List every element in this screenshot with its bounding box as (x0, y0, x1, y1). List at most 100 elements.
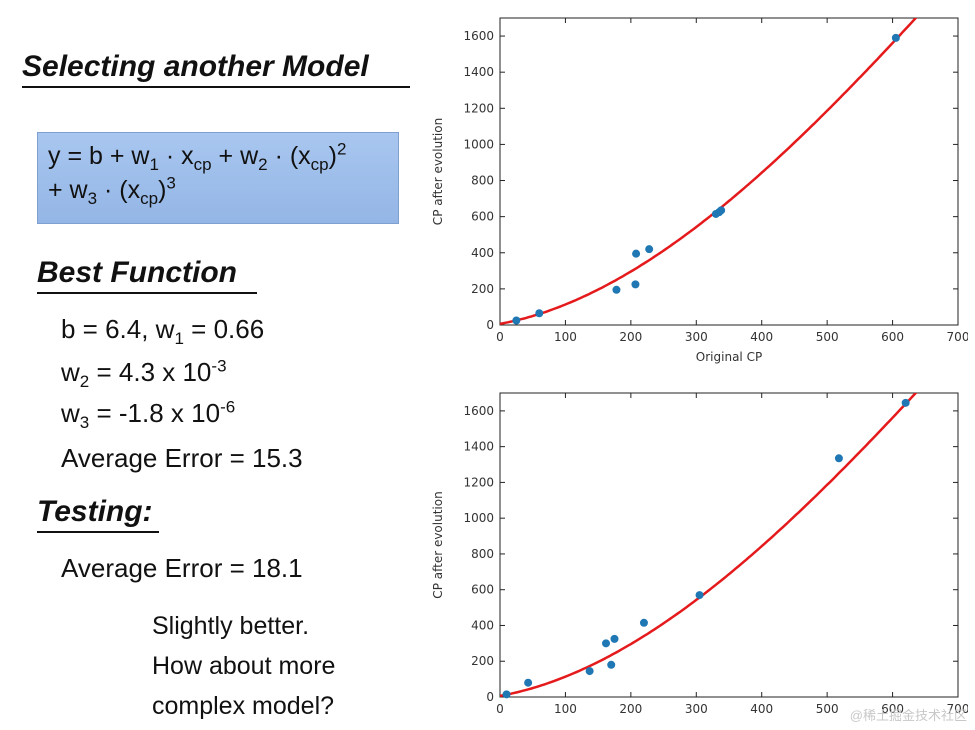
param-text: w (61, 357, 80, 387)
fit-curve (500, 18, 918, 325)
x-tick-label: 600 (881, 330, 904, 344)
param-sup: -3 (211, 356, 227, 376)
data-point (645, 245, 654, 254)
test-average-error: Average Error = 18.1 (61, 553, 303, 583)
train-chart: 0 100 200 300 400 500 600 700 0 200 400 600 800 1000 1… (431, 17, 968, 364)
param-sub: 2 (79, 372, 90, 392)
data-point (601, 639, 610, 648)
data-point (717, 206, 726, 215)
data-point (901, 398, 910, 407)
comment-line: How about more (152, 652, 336, 680)
data-point (891, 33, 900, 42)
formula-sub: 1 (149, 155, 159, 174)
x-tick-label: 300 (685, 330, 708, 344)
data-point (607, 660, 616, 669)
x-tick-label: 700 (947, 330, 968, 344)
y-axis-label: CP after evolution (431, 491, 445, 598)
y-tick-label: 400 (471, 246, 494, 260)
y-tick-label: 1400 (463, 440, 494, 454)
formula-part: · (x (97, 176, 141, 204)
x-tick-label: 100 (554, 702, 577, 716)
x-tick-label: 0 (496, 702, 504, 716)
formula-sub: cp (193, 155, 212, 174)
x-tick-label: 100 (554, 330, 577, 344)
formula-sub: cp (310, 155, 329, 174)
data-point (524, 678, 533, 687)
x-tick-label: 400 (750, 702, 773, 716)
y-tick-label: 1200 (463, 475, 494, 489)
param-text: = -1.8 x 10 (89, 398, 221, 428)
y-tick-label: 1400 (463, 65, 494, 79)
formula-part: · x (158, 142, 194, 170)
y-tick-label: 200 (471, 654, 494, 668)
param-sub: 1 (174, 329, 184, 349)
fit-curve (500, 393, 918, 697)
plot-frame (499, 392, 959, 698)
param-text: = 4.3 x 10 (89, 357, 212, 387)
slide-title: Selecting another Model (22, 50, 410, 88)
x-tick-label: 0 (496, 330, 504, 344)
data-point (512, 316, 521, 325)
formula-part: + w (211, 142, 259, 170)
formula-part: ) (158, 176, 167, 204)
data-point (585, 667, 594, 676)
formula-box: y = b + w1 · xcp + w2 · (xcp)2 + w3 · (x… (37, 132, 399, 224)
watermark: @稀土掘金技术社区 (849, 708, 967, 723)
x-tick-label: 600 (881, 702, 904, 716)
y-tick-label: 600 (471, 210, 494, 224)
formula-line-2: + w3 · (xcp)3 (48, 173, 390, 207)
formula-part: y = b + w (48, 142, 150, 170)
data-point (632, 249, 641, 258)
formula-sub: cp (140, 189, 159, 208)
param-sup: -6 (220, 397, 236, 417)
x-tick-label: 200 (619, 702, 642, 716)
y-tick-label: 1200 (463, 101, 494, 115)
train-average-error: Average Error = 15.3 (61, 443, 303, 473)
y-tick-label: 1000 (463, 511, 494, 525)
y-tick-label: 1000 (463, 137, 494, 151)
data-point (695, 591, 704, 600)
data-point (610, 634, 619, 643)
data-point (535, 309, 544, 318)
param-text: b = 6.4, w (61, 314, 175, 344)
x-tick-label: 200 (619, 330, 642, 344)
formula-sub: 3 (87, 189, 98, 208)
param-w3: w3 = -1.8 x 10-6 (61, 397, 236, 433)
param-text: w (61, 398, 80, 428)
data-point (502, 690, 511, 699)
testing-heading: Testing: (37, 495, 159, 533)
formula-part: · (x (267, 142, 311, 170)
best-function-heading: Best Function (37, 256, 257, 294)
formula-part: + w (48, 176, 88, 204)
param-text: = 0.66 (183, 314, 265, 344)
param-b-w1: b = 6.4, w1 = 0.66 (61, 314, 265, 349)
data-point (612, 285, 621, 294)
data-point (834, 454, 843, 463)
comment-line: complex model? (152, 692, 335, 720)
y-tick-label: 800 (471, 547, 494, 561)
y-tick-label: 400 (471, 618, 494, 632)
param-sub: 3 (79, 413, 90, 433)
data-point (639, 618, 648, 627)
x-tick-label: 500 (816, 330, 839, 344)
data-point (631, 280, 640, 289)
y-tick-label: 600 (471, 583, 494, 597)
plot-frame (499, 17, 959, 326)
y-tick-label: 0 (486, 318, 494, 332)
y-tick-label: 1600 (463, 404, 494, 418)
y-tick-label: 200 (471, 282, 494, 296)
formula-sup: 2 (336, 139, 347, 159)
param-w2: w2 = 4.3 x 10-3 (61, 356, 227, 392)
y-axis-label: CP after evolution (431, 118, 445, 225)
y-tick-label: 0 (486, 690, 494, 704)
comment: Slightly better. How about more complex … (152, 606, 335, 726)
comment-line: Slightly better. (152, 612, 310, 640)
x-axis-label: Original CP (696, 350, 762, 364)
x-tick-label: 700 (947, 702, 968, 716)
y-tick-label: 800 (471, 174, 494, 188)
x-tick-label: 300 (685, 702, 708, 716)
formula-line-1: y = b + w1 · xcp + w2 · (xcp)2 (48, 139, 390, 173)
y-tick-label: 1600 (463, 29, 494, 43)
formula-part: ) (328, 142, 337, 170)
test-chart: 0 100 200 300 400 500 600 700 0 200 400 600 800 1000 1… (431, 392, 968, 716)
